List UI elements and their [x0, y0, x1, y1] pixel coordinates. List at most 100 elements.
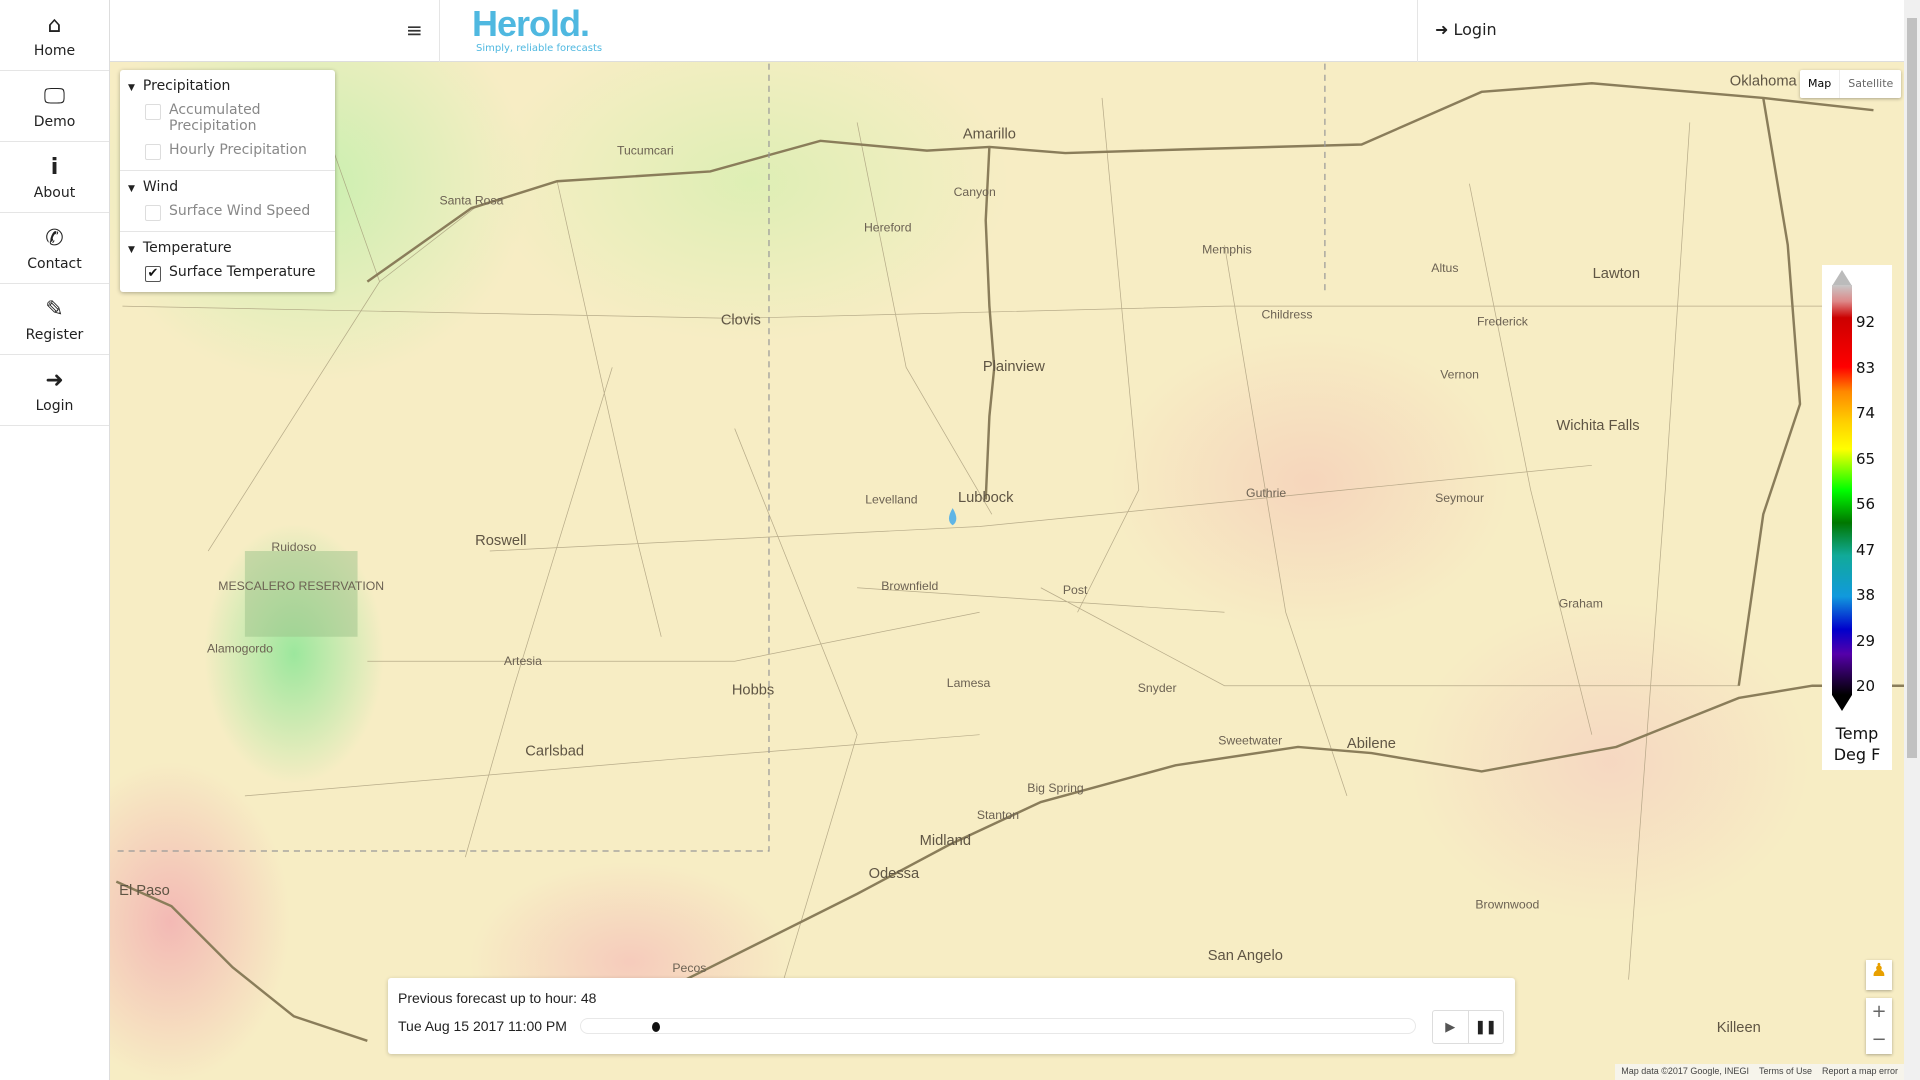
forecast-datetime: Tue Aug 15 2017 11:00 PM: [398, 1018, 567, 1034]
pause-button[interactable]: ❚❚: [1467, 1011, 1504, 1043]
city-label: Roswell: [475, 533, 526, 549]
layer-checkbox[interactable]: ✔: [145, 266, 161, 282]
map-data-credit: Map data ©2017 Google, INEGI: [1621, 1066, 1749, 1076]
city-label: Seymour: [1435, 491, 1484, 505]
city-label: Carlsbad: [525, 744, 584, 760]
timeline-slider-thumb[interactable]: [652, 1022, 661, 1032]
map-type-map-button[interactable]: Map: [1808, 77, 1832, 90]
temperature-legend: 92 83 74 65 56 47 38 29 20 Temp Deg F: [1822, 265, 1892, 770]
menu-toggle-icon[interactable]: ≡: [406, 18, 423, 42]
pencil-icon: ✎: [45, 297, 64, 322]
forecast-timeline-control: Previous forecast up to hour: 48 Tue Aug…: [388, 978, 1515, 1054]
map[interactable]: Amarillo Lubbock Plainview Midland Odessa Abi…: [110, 62, 1904, 1080]
legend-color-bar: [1832, 285, 1852, 695]
report-map-error-link[interactable]: Report a map error: [1821, 1066, 1898, 1076]
zoom-in-button[interactable]: +: [1871, 1001, 1887, 1022]
city-label: Levelland: [865, 492, 918, 506]
layer-group-temperature: ▼ Temperature ✔ Surface Temperature: [120, 232, 335, 292]
city-label: Canyon: [954, 185, 996, 199]
caret-down-icon: ▼: [128, 184, 135, 194]
city-label: El Paso: [119, 883, 170, 899]
city-label: Pecos: [672, 961, 706, 975]
terms-of-use-link[interactable]: Terms of Use: [1758, 1066, 1812, 1076]
city-label: Alamogordo: [207, 642, 273, 656]
info-icon: i: [50, 155, 59, 180]
layer-checkbox[interactable]: [145, 104, 161, 120]
city-label: Altus: [1431, 261, 1458, 275]
scrollbar-thumb[interactable]: [1907, 18, 1917, 758]
sign-in-icon: ➜: [45, 368, 64, 393]
layer-group-header[interactable]: ▼ Wind: [120, 175, 335, 199]
login-label: Login: [1453, 20, 1497, 39]
city-label: Lubbock: [958, 490, 1014, 506]
sidebar-item-label: Login: [35, 398, 74, 414]
legend-tick: 47: [1856, 540, 1876, 559]
city-label: Plainview: [983, 359, 1045, 375]
city-label: Guthrie: [1246, 486, 1286, 500]
header: ≡ Herold. Simply, reliable forecasts ➜ Lo…: [110, 0, 1904, 62]
map-attribution: Map data ©2017 Google, INEGI Terms of Us…: [1615, 1064, 1904, 1080]
map-type-control: Map Satellite: [1800, 70, 1902, 98]
divider: [1417, 0, 1418, 62]
sidebar-item-login[interactable]: ➜ Login: [0, 355, 109, 426]
city-label: Memphis: [1202, 242, 1252, 256]
map-type-satellite-button[interactable]: Satellite: [1839, 70, 1901, 98]
legend-tick: 29: [1856, 631, 1876, 650]
sidebar-item-register[interactable]: ✎ Register: [0, 284, 109, 355]
city-label: Big Spring: [1027, 781, 1084, 795]
zoom-out-button[interactable]: −: [1871, 1029, 1887, 1050]
previous-forecast-label: Previous forecast up to hour: 48: [398, 990, 597, 1006]
layer-group-wind: ▼ Wind Surface Wind Speed: [120, 171, 335, 232]
layer-item-label: Surface Temperature: [169, 264, 316, 280]
legend-min-arrow: [1832, 695, 1852, 711]
city-label: Brownwood: [1475, 898, 1539, 912]
sidebar-item-label: Demo: [33, 114, 76, 130]
legend-tick: 38: [1856, 586, 1876, 604]
logo[interactable]: Herold. Simply, reliable forecasts: [472, 5, 602, 55]
layer-item[interactable]: Hourly Precipitation: [120, 138, 335, 164]
layer-item[interactable]: Accumulated Precipitation: [120, 98, 335, 138]
city-label: MESCALERO RESERVATION: [218, 579, 384, 593]
layer-checkbox[interactable]: [145, 205, 161, 221]
sidebar-item-home[interactable]: ⌂ Home: [0, 0, 109, 71]
legend-tick: 20: [1856, 677, 1876, 695]
layer-item[interactable]: ✔ Surface Temperature: [120, 260, 335, 286]
sidebar-item-label: About: [33, 185, 76, 201]
sign-in-icon: ➜: [1435, 20, 1449, 39]
layer-checkbox[interactable]: [145, 144, 161, 160]
sidebar-item-contact[interactable]: ✆ Contact: [0, 213, 109, 284]
sidebar-item-about[interactable]: i About: [0, 142, 109, 213]
layer-group-header[interactable]: ▼ Precipitation: [120, 74, 335, 98]
header-login-link[interactable]: ➜ Login: [1435, 20, 1497, 39]
layer-group-header[interactable]: ▼ Temperature: [120, 236, 335, 260]
caret-down-icon: ▼: [128, 245, 135, 255]
divider: [439, 0, 440, 62]
legend-tick: 56: [1856, 495, 1876, 513]
legend-tick: 74: [1856, 404, 1876, 422]
city-label: Artesia: [504, 654, 542, 668]
layer-panel: ▼ Precipitation Accumulated Precipitation H…: [120, 70, 335, 292]
page-scrollbar[interactable]: [1904, 0, 1920, 1080]
legend-max-arrow: [1832, 270, 1852, 286]
layer-item-label: Accumulated Precipitation: [169, 102, 261, 134]
city-label: Midland: [920, 833, 971, 849]
city-label: Stanton: [977, 808, 1019, 822]
play-button[interactable]: ▶: [1445, 1019, 1456, 1034]
city-label: Oklahoma: [1730, 74, 1798, 90]
city-label: Odessa: [869, 866, 920, 882]
city-label: Lamesa: [947, 676, 991, 690]
layer-item[interactable]: Surface Wind Speed: [120, 199, 335, 225]
city-label: Brownfield: [881, 579, 938, 593]
city-label: Abilene: [1347, 736, 1396, 752]
city-label: Hereford: [864, 220, 912, 234]
timeline-slider[interactable]: [580, 1018, 1416, 1034]
sidebar: ⌂ Home 🖵 Demo i About ✆ Contact ✎ Register ➜ L…: [0, 0, 110, 1080]
street-view-pegman-icon[interactable]: ♟: [1866, 960, 1892, 990]
monitor-icon: 🖵: [43, 84, 66, 109]
sidebar-item-demo[interactable]: 🖵 Demo: [0, 71, 109, 142]
legend-title: Temp Deg F: [1822, 723, 1892, 765]
city-label: Clovis: [721, 312, 761, 328]
layer-item-label: Hourly Precipitation: [169, 142, 307, 158]
city-label: San Angelo: [1208, 948, 1283, 964]
city-label: Hobbs: [732, 682, 774, 698]
